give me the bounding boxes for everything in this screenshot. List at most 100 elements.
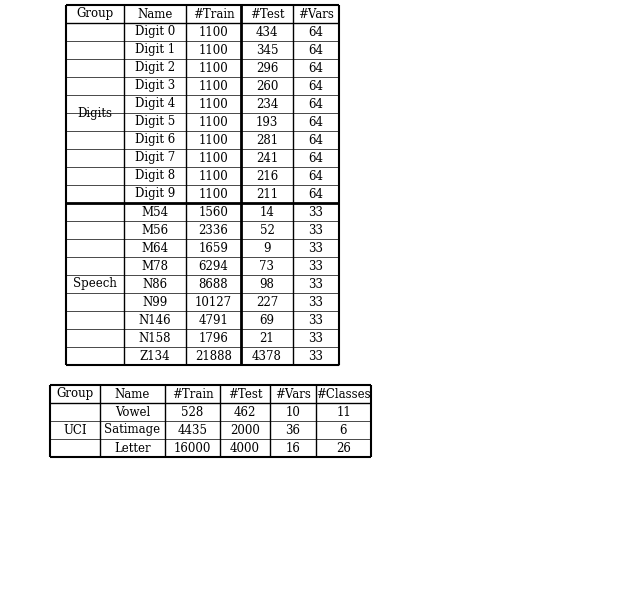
- Text: 4000: 4000: [230, 441, 260, 454]
- Text: #Test: #Test: [228, 388, 262, 401]
- Text: Digit 1: Digit 1: [135, 44, 175, 57]
- Text: M56: M56: [142, 224, 169, 237]
- Text: #Train: #Train: [172, 388, 214, 401]
- Text: 216: 216: [256, 169, 278, 182]
- Text: 9: 9: [263, 241, 271, 254]
- Text: Group: Group: [56, 388, 94, 401]
- Text: 26: 26: [336, 441, 351, 454]
- Text: 1100: 1100: [198, 188, 228, 201]
- Text: 260: 260: [256, 80, 278, 93]
- Text: #Classes: #Classes: [316, 388, 371, 401]
- Text: Digit 8: Digit 8: [135, 169, 175, 182]
- Text: 64: 64: [309, 188, 323, 201]
- Text: 33: 33: [309, 260, 323, 273]
- Text: 1100: 1100: [198, 44, 228, 57]
- Text: M54: M54: [142, 205, 169, 218]
- Text: 69: 69: [260, 313, 275, 326]
- Text: UCI: UCI: [63, 424, 87, 437]
- Text: N146: N146: [139, 313, 171, 326]
- Text: Digit 3: Digit 3: [135, 80, 175, 93]
- Text: 16000: 16000: [174, 441, 211, 454]
- Text: 73: 73: [260, 260, 275, 273]
- Text: 14: 14: [260, 205, 275, 218]
- Text: M64: M64: [142, 241, 169, 254]
- Text: #Test: #Test: [249, 8, 284, 21]
- Text: 4378: 4378: [252, 349, 282, 362]
- Text: 281: 281: [256, 133, 278, 146]
- Text: 10: 10: [285, 405, 301, 418]
- Text: 16: 16: [285, 441, 301, 454]
- Text: 4791: 4791: [198, 313, 229, 326]
- Text: N158: N158: [139, 332, 171, 345]
- Text: 21888: 21888: [195, 349, 232, 362]
- Text: M78: M78: [142, 260, 168, 273]
- Text: 462: 462: [234, 405, 256, 418]
- Text: 33: 33: [309, 205, 323, 218]
- Text: 98: 98: [260, 277, 275, 290]
- Text: 1100: 1100: [198, 169, 228, 182]
- Text: 64: 64: [309, 133, 323, 146]
- Text: 64: 64: [309, 152, 323, 165]
- Text: Digit 6: Digit 6: [135, 133, 175, 146]
- Text: Speech: Speech: [73, 277, 117, 290]
- Text: Digits: Digits: [77, 107, 113, 120]
- Text: 52: 52: [260, 224, 275, 237]
- Text: 6294: 6294: [198, 260, 229, 273]
- Text: 1659: 1659: [198, 241, 229, 254]
- Text: 1100: 1100: [198, 61, 228, 74]
- Text: 64: 64: [309, 97, 323, 110]
- Text: 193: 193: [256, 116, 278, 129]
- Text: 36: 36: [285, 424, 301, 437]
- Text: 64: 64: [309, 80, 323, 93]
- Text: Digit 5: Digit 5: [135, 116, 175, 129]
- Text: #Train: #Train: [193, 8, 234, 21]
- Text: 2336: 2336: [198, 224, 229, 237]
- Text: 434: 434: [256, 25, 278, 38]
- Text: 21: 21: [260, 332, 275, 345]
- Text: 33: 33: [309, 224, 323, 237]
- Text: 33: 33: [309, 277, 323, 290]
- Text: 1100: 1100: [198, 25, 228, 38]
- Text: 1100: 1100: [198, 152, 228, 165]
- Text: 6: 6: [340, 424, 347, 437]
- Text: 1796: 1796: [198, 332, 229, 345]
- Text: 1560: 1560: [198, 205, 229, 218]
- Text: 2000: 2000: [230, 424, 260, 437]
- Text: Digit 9: Digit 9: [135, 188, 175, 201]
- Text: 234: 234: [256, 97, 278, 110]
- Text: #Vars: #Vars: [298, 8, 334, 21]
- Text: Digit 7: Digit 7: [135, 152, 175, 165]
- Text: #Vars: #Vars: [275, 388, 311, 401]
- Text: Letter: Letter: [114, 441, 151, 454]
- Text: 33: 33: [309, 313, 323, 326]
- Text: 33: 33: [309, 349, 323, 362]
- Text: 1100: 1100: [198, 80, 228, 93]
- Text: 64: 64: [309, 44, 323, 57]
- Text: 11: 11: [336, 405, 351, 418]
- Text: Group: Group: [76, 8, 113, 21]
- Text: 64: 64: [309, 116, 323, 129]
- Text: Z134: Z134: [140, 349, 170, 362]
- Text: 1100: 1100: [198, 116, 228, 129]
- Text: Digit 0: Digit 0: [135, 25, 175, 38]
- Text: 64: 64: [309, 25, 323, 38]
- Text: 64: 64: [309, 169, 323, 182]
- Text: 33: 33: [309, 296, 323, 309]
- Text: Name: Name: [115, 388, 150, 401]
- Text: 10127: 10127: [195, 296, 232, 309]
- Text: 33: 33: [309, 241, 323, 254]
- Text: Satimage: Satimage: [105, 424, 161, 437]
- Text: 528: 528: [181, 405, 203, 418]
- Text: 241: 241: [256, 152, 278, 165]
- Text: 64: 64: [309, 61, 323, 74]
- Text: 1100: 1100: [198, 133, 228, 146]
- Text: 211: 211: [256, 188, 278, 201]
- Text: 296: 296: [256, 61, 278, 74]
- Text: Digit 4: Digit 4: [135, 97, 175, 110]
- Text: 8688: 8688: [198, 277, 228, 290]
- Text: Name: Name: [137, 8, 173, 21]
- Text: Digit 2: Digit 2: [135, 61, 175, 74]
- Text: 1100: 1100: [198, 97, 228, 110]
- Text: Vowel: Vowel: [115, 405, 150, 418]
- Text: N86: N86: [142, 277, 168, 290]
